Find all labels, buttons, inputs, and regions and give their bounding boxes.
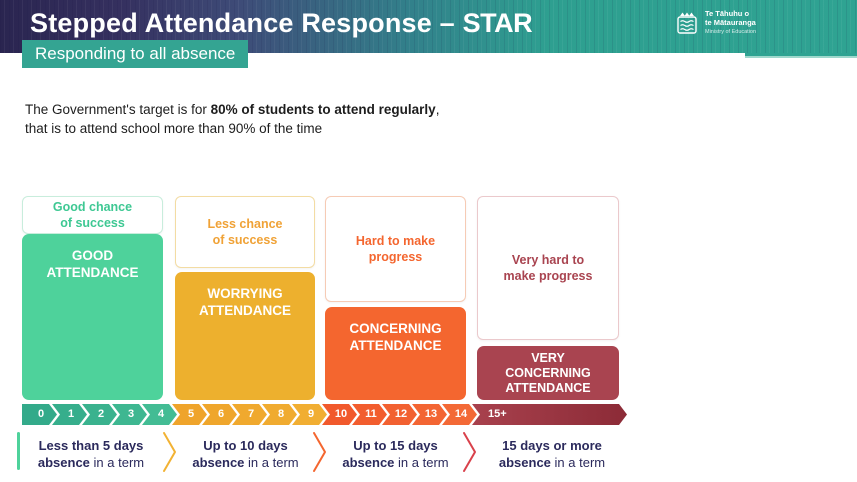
title-star-text: STAR <box>462 8 533 38</box>
block-concerning-attendance-text: CONCERNING ATTENDANCE <box>349 321 442 353</box>
block-worrying-attendance-text: WORRYING ATTENDANCE <box>199 286 291 318</box>
scale-segment-15+: 15+ <box>472 404 627 425</box>
block-good-attendance: GOOD ATTENDANCE <box>22 234 163 400</box>
step-concerning-attendance: Hard to make progress CONCERNING ATTENDA… <box>325 196 466 400</box>
footer-chevron-separator-1 <box>163 432 176 472</box>
chance-label-concerning-text: Hard to make progress <box>355 233 436 264</box>
scale-segment-11: 11 <box>352 404 387 425</box>
intro-bold-target: 80% of students to attend regularly <box>210 102 436 117</box>
block-concerning-attendance: CONCERNING ATTENDANCE <box>325 307 466 400</box>
header-band-extension <box>745 53 857 58</box>
block-worrying-attendance: WORRYING ATTENDANCE <box>175 272 315 400</box>
absence-days-scale: 0 1 2 3 4 5 6 7 8 9 10 11 12 13 14 15+ <box>22 404 627 425</box>
intro-text: The Government's target is for 80% of st… <box>25 102 440 136</box>
step-very-concerning-attendance: Very hard to make progress VERY CONCERNI… <box>477 196 619 400</box>
chance-label-good: Good chance of success <box>22 196 163 234</box>
scale-segment-12: 12 <box>382 404 417 425</box>
subtitle-banner: Responding to all absence <box>22 40 249 68</box>
ministry-logo-icon <box>677 12 697 34</box>
absence-range-label-3: Up to 15 days absence in a term <box>342 438 449 470</box>
block-good-attendance-text: GOOD ATTENDANCE <box>46 248 139 280</box>
scale-segment-6: 6 <box>202 404 237 425</box>
scale-segment-8: 8 <box>262 404 297 425</box>
scale-segment-0: 0 <box>22 404 57 425</box>
absence-range-label-4: 15 days or more absence in a term <box>498 438 606 470</box>
scale-segment-13: 13 <box>412 404 447 425</box>
scale-segment-14: 14 <box>442 404 477 425</box>
scale-segment-1: 1 <box>52 404 87 425</box>
scale-segment-2: 2 <box>82 404 117 425</box>
scale-segment-4: 4 <box>142 404 177 425</box>
step-good-attendance: Good chance of success GOOD ATTENDANCE <box>22 196 163 400</box>
ministry-logo-text: Te Tāhuhu o te Mātauranga Ministry of Ed… <box>705 9 756 36</box>
footer-start-tick <box>17 432 20 470</box>
chance-label-good-text: Good chance of success <box>52 199 133 230</box>
scale-segment-10: 10 <box>322 404 357 425</box>
chance-label-worrying: Less chance of success <box>175 196 315 268</box>
scale-segment-7: 7 <box>232 404 267 425</box>
scale-segment-3: 3 <box>112 404 147 425</box>
block-very-concerning-attendance: VERY CONCERNING ATTENDANCE <box>477 346 619 400</box>
chance-label-worrying-text: Less chance of success <box>207 216 283 247</box>
absence-range-label-1: Less than 5 days absence in a term <box>37 438 145 470</box>
logo-line-3: Ministry of Education <box>705 29 757 35</box>
footer-chevron-separator-3 <box>463 432 476 472</box>
absence-range-label-2: Up to 10 days absence in a term <box>192 438 299 470</box>
step-worrying-attendance: Less chance of success WORRYING ATTENDAN… <box>175 196 315 400</box>
logo-line-1: Te Tāhuhu o <box>705 9 750 18</box>
ministry-logo: Te Tāhuhu o te Mātauranga Ministry of Ed… <box>676 9 756 36</box>
page-title: Stepped Attendance Response – STAR <box>30 8 533 38</box>
chance-label-very-concerning: Very hard to make progress <box>477 196 619 340</box>
block-very-concerning-attendance-text: VERY CONCERNING ATTENDANCE <box>505 351 591 395</box>
footer-chevron-separator-2 <box>313 432 326 472</box>
scale-segment-9: 9 <box>292 404 327 425</box>
chance-label-very-concerning-text: Very hard to make progress <box>503 252 593 283</box>
logo-line-2: te Mātauranga <box>705 18 756 27</box>
chance-label-concerning: Hard to make progress <box>325 196 466 302</box>
scale-segment-5: 5 <box>172 404 207 425</box>
